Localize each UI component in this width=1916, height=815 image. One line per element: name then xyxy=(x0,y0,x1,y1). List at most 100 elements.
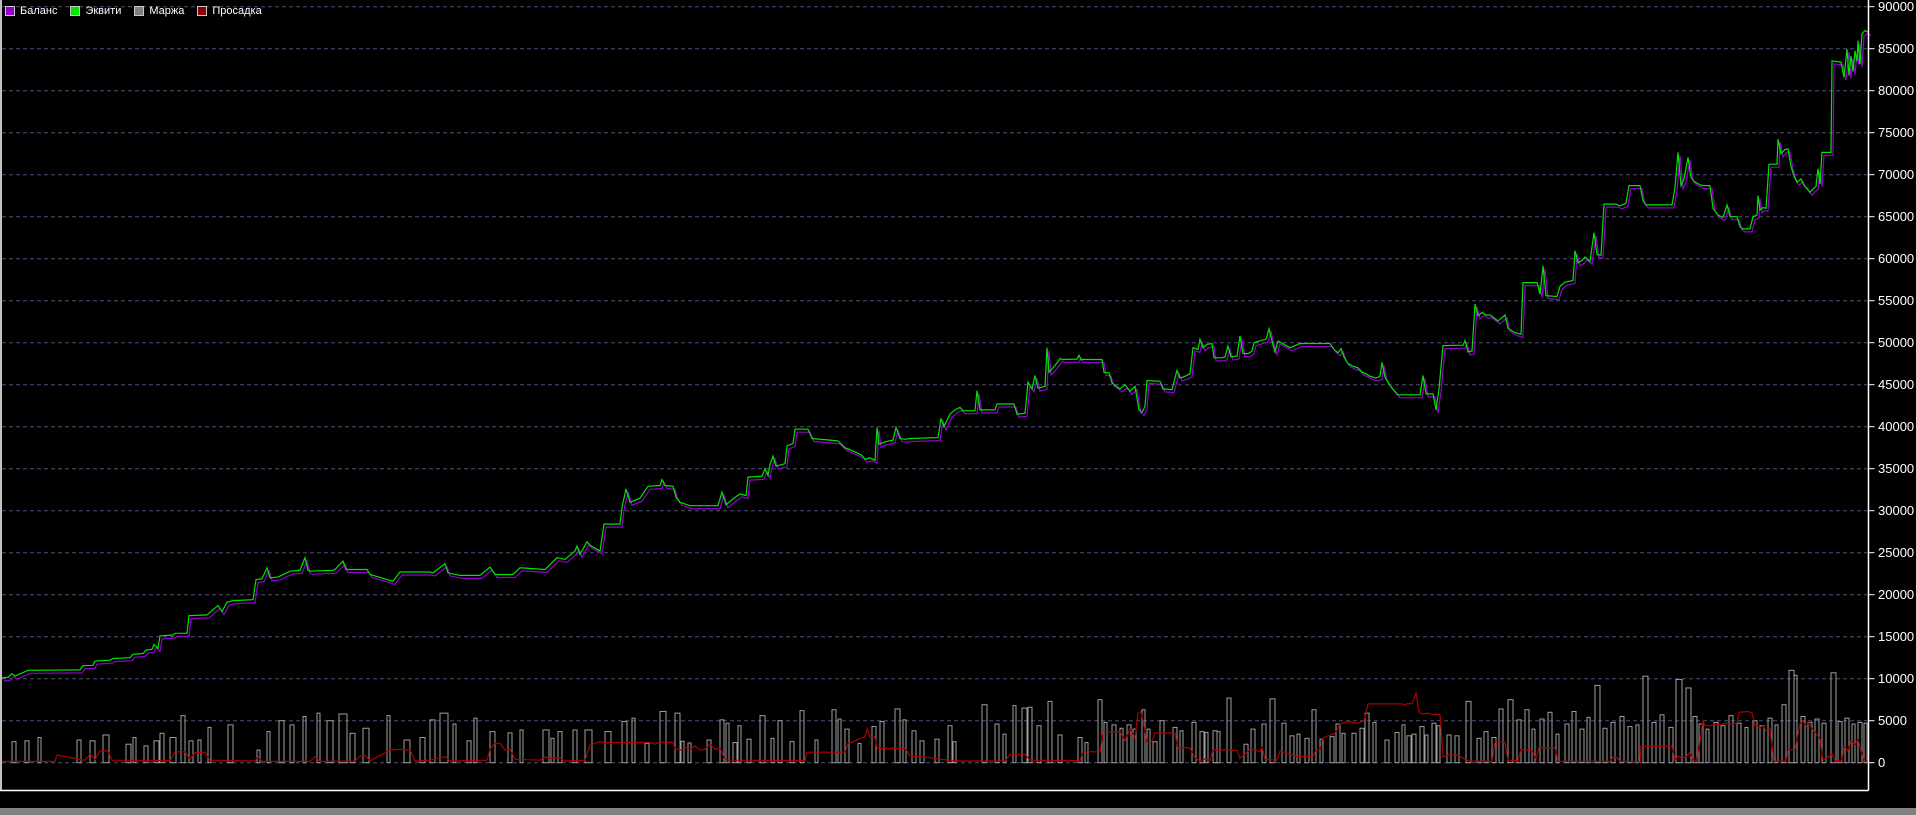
margin-bar xyxy=(732,742,738,764)
margin-bar xyxy=(1152,741,1158,764)
margin-bar xyxy=(687,742,692,764)
margin-bar xyxy=(604,731,612,764)
margin-bar xyxy=(706,739,712,764)
margin-bar xyxy=(902,719,907,764)
margin-bar xyxy=(1659,714,1665,764)
margin-bar xyxy=(1057,734,1063,764)
margin-bar xyxy=(1774,724,1779,764)
margin-bar xyxy=(1243,743,1249,764)
margin-bar xyxy=(1281,722,1287,764)
y-axis-label: 90000 xyxy=(1878,0,1914,14)
margin-bar xyxy=(1555,733,1560,764)
margin-bar xyxy=(1564,723,1570,764)
margin-bar xyxy=(1675,679,1683,764)
margin-bar xyxy=(1199,731,1205,764)
margin-bar xyxy=(89,740,96,764)
legend-swatch-icon xyxy=(5,6,15,16)
margin-bar xyxy=(1384,739,1390,764)
margin-bar xyxy=(1619,716,1625,764)
gridlines xyxy=(2,6,1869,764)
margin-bar xyxy=(1744,726,1749,764)
margin-bar xyxy=(132,737,137,764)
margin-bar xyxy=(777,720,783,764)
legend-item-3: Просадка xyxy=(197,5,262,17)
margin-bar xyxy=(1692,716,1698,764)
margin-bar xyxy=(1289,735,1295,764)
margin-bar xyxy=(934,738,940,764)
margin-bar xyxy=(1126,724,1132,764)
margin-bar xyxy=(1507,699,1514,764)
margin-bar xyxy=(1097,699,1103,764)
margin-bar xyxy=(584,729,593,764)
margin-bar xyxy=(1084,742,1089,764)
margin-bar xyxy=(799,710,805,764)
margin-bar xyxy=(302,716,307,764)
margin-bar xyxy=(542,729,550,764)
margin-bar xyxy=(1269,698,1276,764)
margin-bar xyxy=(102,734,110,764)
margin-bar xyxy=(1103,721,1108,764)
margin-bar xyxy=(1436,725,1441,764)
margin-bar xyxy=(770,737,775,764)
margin-bar xyxy=(1830,672,1837,764)
margin-bars xyxy=(11,669,1868,764)
margin-bar xyxy=(37,737,42,764)
margin-bar xyxy=(1341,732,1346,764)
margin-bar xyxy=(1424,734,1429,764)
y-axis-label: 70000 xyxy=(1878,167,1914,182)
margin-bar xyxy=(1372,721,1377,764)
margin-bar xyxy=(143,745,149,764)
margin-bar xyxy=(76,739,82,764)
drawdown-line xyxy=(2,690,1870,763)
margin-bar xyxy=(429,719,436,764)
margin-bar xyxy=(1226,697,1232,764)
margin-bar xyxy=(1250,728,1256,764)
margin-bar xyxy=(1216,731,1221,764)
margin-bar xyxy=(1610,721,1616,764)
margin-bar xyxy=(1036,725,1042,764)
window-bottom-edge xyxy=(0,808,1916,815)
margin-bar xyxy=(169,737,177,764)
margin-bar xyxy=(857,742,862,764)
margin-bar xyxy=(1705,728,1710,764)
balance-line xyxy=(3,32,1872,682)
margin-bar xyxy=(466,740,472,764)
legend-swatch-icon xyxy=(197,6,208,16)
margin-bar xyxy=(1335,723,1341,764)
margin-bar xyxy=(1736,722,1742,764)
margin-bar xyxy=(1844,717,1850,764)
margin-bar xyxy=(1857,721,1863,764)
y-axis: 0 5000 10000 15000 20000 25000 30000 35000 40000… xyxy=(1868,0,1914,770)
margin-bar xyxy=(644,742,650,764)
margin-bar xyxy=(197,739,202,764)
margin-bar xyxy=(1002,733,1007,764)
margin-bar xyxy=(947,725,953,764)
y-axis-label: 20000 xyxy=(1878,587,1914,602)
legend-label: Эквити xyxy=(85,5,122,17)
margin-bar xyxy=(1698,723,1704,764)
margin-bar xyxy=(746,738,752,764)
margin-bar xyxy=(362,727,370,764)
chart-legend: Баланс Эквити Маржа Просадка xyxy=(5,5,262,17)
margin-bar xyxy=(1814,718,1820,764)
margin-bar xyxy=(1159,720,1165,764)
margin-bar xyxy=(1793,674,1798,764)
margin-bar xyxy=(557,731,563,764)
margin-bar xyxy=(1304,737,1310,764)
margin-bar xyxy=(1394,731,1400,764)
margin-bar xyxy=(1531,728,1536,764)
margin-bar xyxy=(489,731,496,764)
margin-bar xyxy=(159,732,165,764)
margin-bar xyxy=(994,723,1000,764)
margin-bar xyxy=(125,743,132,764)
legend-swatch-icon xyxy=(70,6,81,16)
margin-bar xyxy=(1311,709,1317,764)
margin-bar xyxy=(256,749,261,764)
y-axis-label: 75000 xyxy=(1878,125,1914,140)
margin-bar xyxy=(188,740,194,764)
margin-bar xyxy=(844,728,850,764)
margin-bar xyxy=(1807,721,1813,764)
